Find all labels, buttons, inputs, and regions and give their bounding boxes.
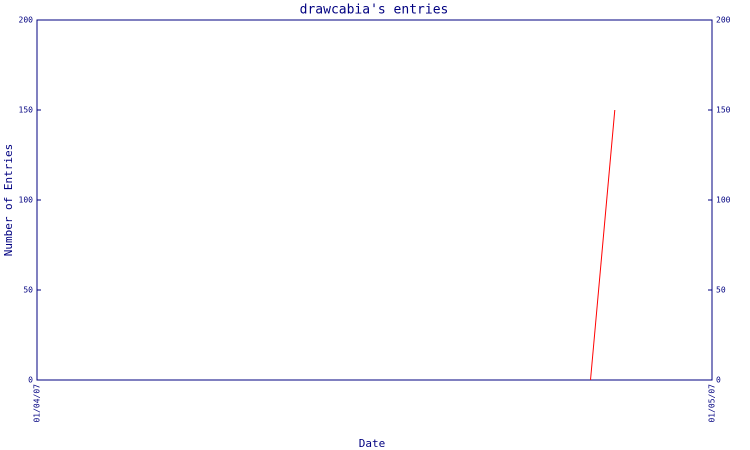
y2-tick-label: 200 [716, 16, 731, 25]
line [590, 109, 616, 381]
y-tick-label: 100 [19, 196, 34, 205]
y-tick-label: 150 [19, 106, 34, 115]
y2-tick-label: 0 [716, 376, 721, 385]
y-tick-label: 50 [23, 286, 33, 295]
y-axis-label: Number of Entries [2, 144, 15, 257]
y-tick-label: 200 [19, 16, 34, 25]
x-tick-label: 01/04/07 [33, 384, 42, 423]
x-tick-label: 01/05/07 [708, 384, 717, 423]
chart-title: drawcabia's entries [300, 3, 449, 18]
y-tick-label: 0 [28, 376, 33, 385]
y2-tick-label: 150 [716, 106, 731, 115]
y2-tick-label: 50 [716, 286, 726, 295]
y2-tick-label: 100 [716, 196, 731, 205]
x-axis-label: Date [359, 437, 386, 450]
plot-frame [36, 19, 713, 381]
